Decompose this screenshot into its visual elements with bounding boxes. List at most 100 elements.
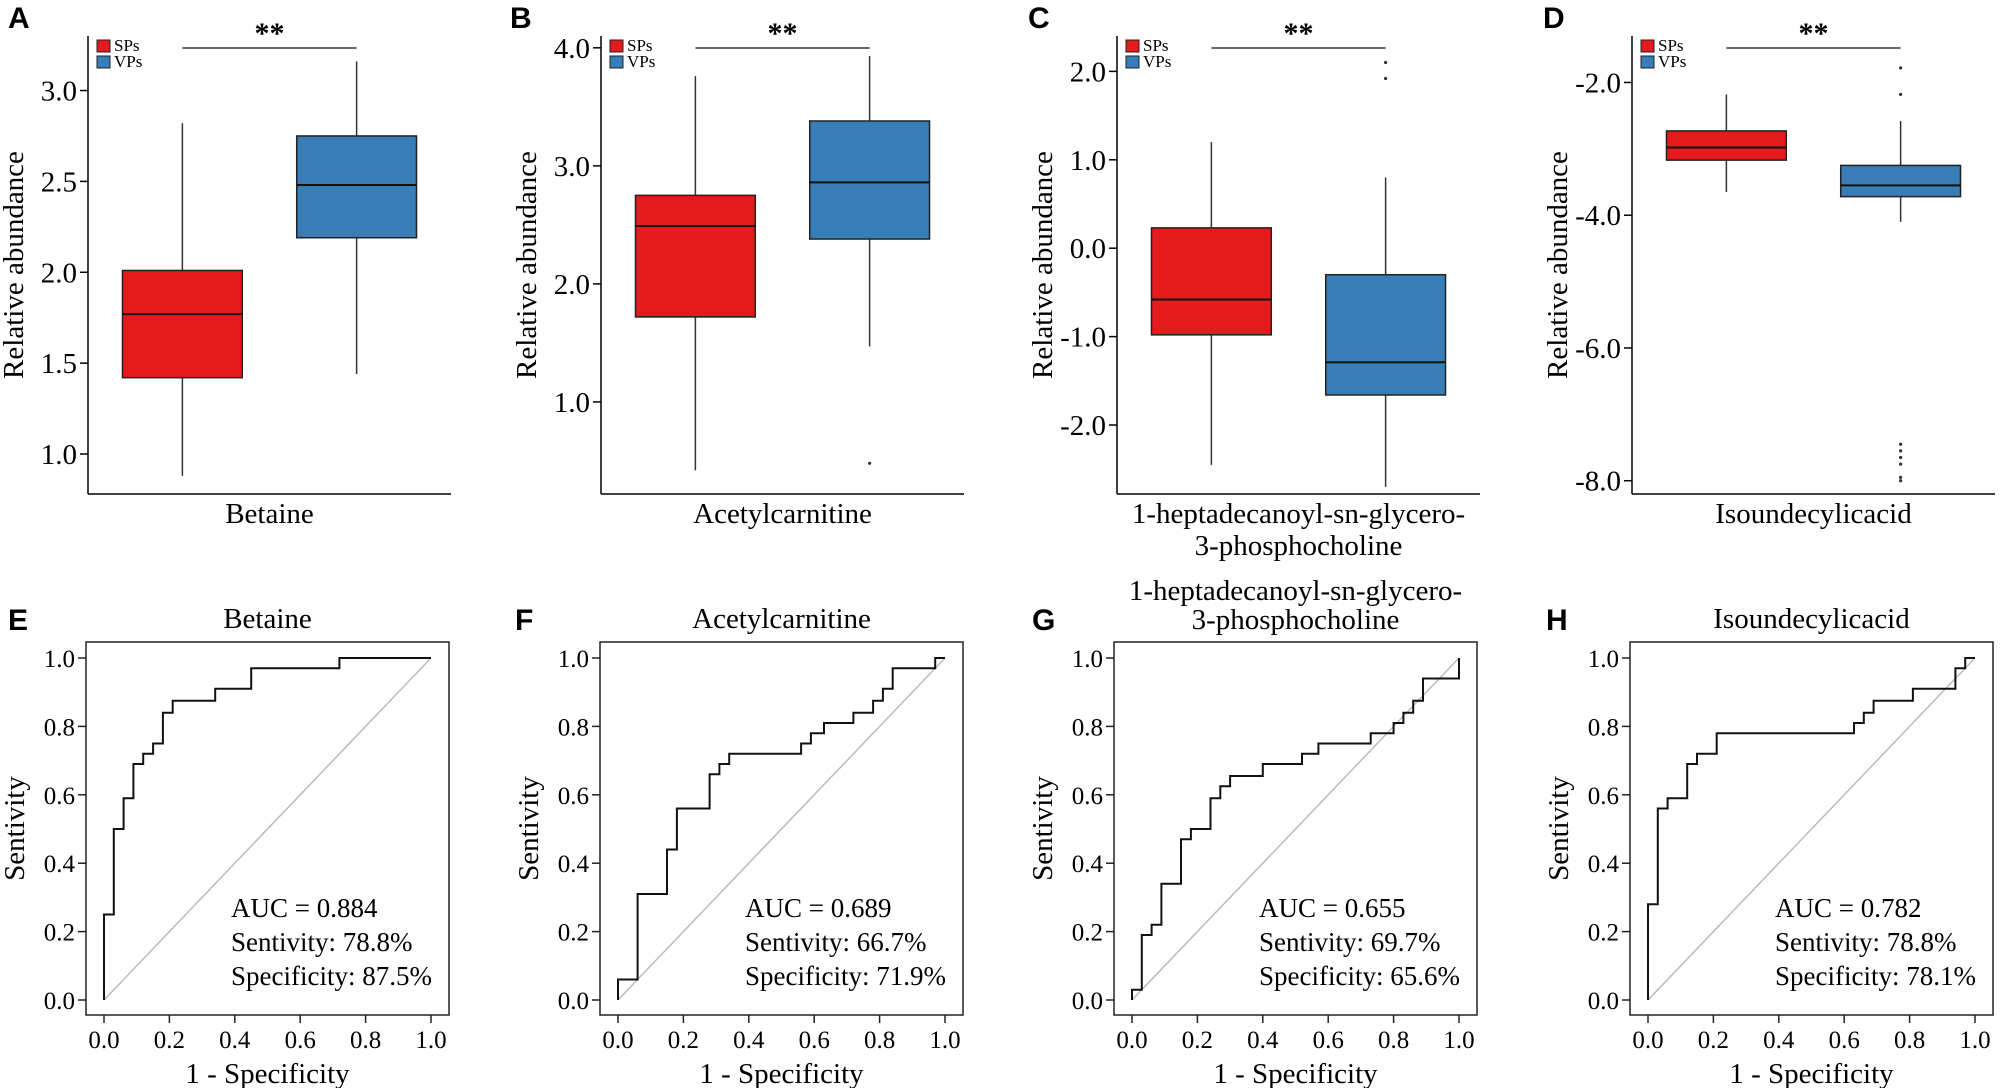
- outlier-point: [868, 461, 872, 465]
- box-vps: [808, 56, 931, 465]
- plot-frame: [599, 641, 964, 1016]
- outlier-point: [1899, 66, 1903, 70]
- x-tick-label: 0.6: [285, 1027, 316, 1054]
- reference-diagonal: [1647, 657, 1976, 1001]
- y-tick-label: 1.0: [554, 387, 590, 419]
- roc-panel-h: H Isoundecylicacid 0.0 0.0 0.2 0.2 0.4 0.4 0.6 0.…: [1543, 603, 1994, 1088]
- specificity-label: Specificity: 78.1%: [1775, 961, 1976, 991]
- significance-label: **: [1799, 17, 1829, 50]
- x-tick-label: 0.2: [668, 1027, 699, 1054]
- x-tick-label: 0.4: [1247, 1027, 1279, 1054]
- legend-swatch-sps: [96, 39, 111, 53]
- y-tick-label: 3.0: [554, 151, 590, 183]
- y-tick-label: 4.0: [554, 33, 590, 65]
- x-tick-label: 0.8: [1894, 1027, 1925, 1054]
- y-tick-label: 0.4: [1072, 851, 1104, 878]
- box-sps: [1150, 142, 1273, 465]
- legend-swatch-vps: [96, 55, 111, 69]
- significance-label: **: [1284, 17, 1314, 50]
- x-tick-label: 1.0: [1443, 1027, 1474, 1054]
- x-tick-label: 0.2: [1182, 1027, 1213, 1054]
- outlier-point: [1899, 475, 1903, 480]
- y-tick-label: -2.0: [1575, 67, 1621, 99]
- legend-swatch-vps: [1125, 55, 1140, 69]
- y-tick-label: 1.0: [558, 646, 589, 673]
- outlier-point: [1899, 442, 1903, 446]
- panel-letter: A: [8, 2, 30, 35]
- y-tick-label: -6.0: [1575, 333, 1621, 365]
- outlier-point: [1899, 449, 1903, 453]
- x-axis-title: 1 - Specificity: [699, 1058, 864, 1088]
- x-tick-label: 0.8: [350, 1027, 381, 1054]
- y-tick-label: 2.0: [554, 269, 590, 301]
- reference-diagonal: [103, 657, 432, 1001]
- plot-frame: [85, 641, 450, 1016]
- x-tick-label: 1.0: [415, 1027, 446, 1054]
- box-sps: [121, 123, 244, 476]
- x-tick-label: 0.0: [1632, 1027, 1663, 1054]
- sensitivity-label: Sentivity: 78.8%: [231, 927, 413, 957]
- reference-diagonal: [617, 657, 946, 1001]
- sensitivity-label: Sentivity: 78.8%: [1775, 927, 1957, 957]
- x-tick-label: 0.0: [602, 1027, 633, 1054]
- x-tick-label: 0.0: [1116, 1027, 1147, 1054]
- x-tick-label: 0.4: [1763, 1027, 1795, 1054]
- y-tick-label: 0.0: [1070, 233, 1106, 265]
- sensitivity-label: Sentivity: 66.7%: [745, 927, 927, 957]
- roc-title: 3-phosphocholine: [1192, 604, 1400, 636]
- y-tick-label: 1.5: [41, 348, 77, 380]
- box-iqr: [121, 269, 244, 379]
- y-tick-label: 1.0: [1072, 646, 1103, 673]
- y-tick-label: 2.0: [41, 257, 77, 289]
- y-tick-label: 0.2: [1072, 920, 1103, 947]
- y-tick-label: 0.0: [1072, 988, 1103, 1015]
- y-tick-label: 1.0: [41, 439, 77, 471]
- x-tick-label: 0.2: [1698, 1027, 1729, 1054]
- box-panel-c: C -2.0 -1.0 0.0 1.0 2.0 Relative abundance 1-he…: [1027, 2, 1480, 562]
- x-tick-label: 0.2: [154, 1027, 185, 1054]
- legend-label: VPs: [114, 52, 142, 71]
- x-tick-label: 0.0: [88, 1027, 119, 1054]
- y-tick-label: 1.0: [44, 646, 75, 673]
- box-iqr: [1665, 130, 1788, 161]
- x-axis-title: Isoundecylicacid: [1715, 498, 1912, 530]
- y-tick-label: 1.0: [1070, 145, 1106, 177]
- y-tick-label: 0.4: [558, 851, 590, 878]
- legend-label: SPs: [1658, 36, 1684, 55]
- x-tick-label: 0.6: [1829, 1027, 1860, 1054]
- legend-label: VPs: [627, 52, 655, 71]
- box-vps: [295, 61, 418, 375]
- x-tick-label: 0.6: [1313, 1027, 1344, 1054]
- box-sps: [1665, 94, 1788, 192]
- box-panel-d: D -8.0 -6.0 -4.0 -2.0 Relative abundance Isoun…: [1542, 2, 1995, 530]
- y-tick-label: 2.5: [41, 166, 77, 198]
- outlier-point: [1899, 479, 1903, 483]
- y-tick-label: 0.2: [44, 920, 75, 947]
- x-tick-label: 0.8: [864, 1027, 895, 1054]
- y-tick-label: 0.4: [44, 851, 76, 878]
- significance-label: **: [768, 17, 798, 50]
- x-tick-label: 0.8: [1378, 1027, 1409, 1054]
- y-tick-label: 0.0: [1588, 988, 1619, 1015]
- roc-title: Acetylcarnitine: [692, 603, 871, 635]
- box-vps: [1839, 66, 1962, 483]
- x-tick-label: 1.0: [1959, 1027, 1990, 1054]
- specificity-label: Specificity: 71.9%: [745, 961, 946, 991]
- box-iqr: [295, 135, 418, 239]
- box-iqr: [634, 194, 757, 318]
- y-tick-label: -8.0: [1575, 466, 1621, 498]
- y-tick-label: 1.0: [1588, 646, 1619, 673]
- auc-label: AUC = 0.884: [231, 893, 378, 923]
- y-axis-title: Sentivity: [1027, 776, 1059, 881]
- roc-panel-e: E Betaine 0.0 0.0 0.2 0.2 0.4 0.4 0.6 0.6 0.8 0.8 1.…: [0, 603, 450, 1088]
- panel-letter: G: [1032, 604, 1055, 637]
- y-tick-label: -4.0: [1575, 200, 1621, 232]
- legend-swatch-sps: [1640, 39, 1655, 53]
- roc-panel-g: G 1-heptadecanoyl-sn-glycero-3-phosphocho…: [1027, 575, 1478, 1088]
- plot-frame: [1629, 641, 1994, 1016]
- roc-curve: [617, 657, 945, 1000]
- panel-letter: C: [1028, 2, 1050, 35]
- roc-curve: [103, 657, 431, 1000]
- y-tick-label: 0.0: [558, 988, 589, 1015]
